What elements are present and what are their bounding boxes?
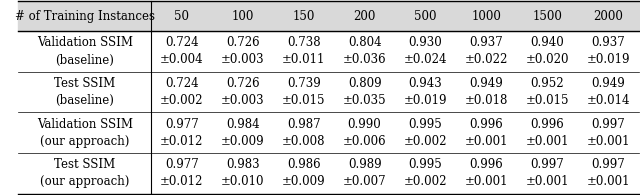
Text: 500: 500 [414, 10, 436, 23]
Bar [18, 1, 639, 31]
Text: 0.996
±0.001: 0.996 ±0.001 [465, 118, 508, 148]
Text: 150: 150 [292, 10, 315, 23]
Text: 0.940
±0.020: 0.940 ±0.020 [525, 36, 569, 66]
Text: Test SSIM
(our approach): Test SSIM (our approach) [40, 158, 129, 188]
Text: 0.726
±0.003: 0.726 ±0.003 [221, 36, 264, 66]
Text: 0.977
±0.012: 0.977 ±0.012 [160, 118, 204, 148]
Text: 0.949
±0.014: 0.949 ±0.014 [586, 77, 630, 107]
Text: 0.996
±0.001: 0.996 ±0.001 [525, 118, 569, 148]
Text: 0.990
±0.006: 0.990 ±0.006 [343, 118, 387, 148]
Text: Validation SSIM
(our approach): Validation SSIM (our approach) [36, 118, 132, 148]
Text: 0.804
±0.036: 0.804 ±0.036 [343, 36, 387, 66]
Text: 2000: 2000 [593, 10, 623, 23]
Text: 0.997
±0.001: 0.997 ±0.001 [525, 158, 569, 188]
Text: 0.937
±0.019: 0.937 ±0.019 [586, 36, 630, 66]
Text: # of Training Instances: # of Training Instances [15, 10, 155, 23]
Text: 50: 50 [175, 10, 189, 23]
Text: 1000: 1000 [472, 10, 501, 23]
Text: 0.984
±0.009: 0.984 ±0.009 [221, 118, 264, 148]
Text: 0.726
±0.003: 0.726 ±0.003 [221, 77, 264, 107]
Text: 0.996
±0.001: 0.996 ±0.001 [465, 158, 508, 188]
Text: 0.738
±0.011: 0.738 ±0.011 [282, 36, 325, 66]
Text: 0.987
±0.008: 0.987 ±0.008 [282, 118, 326, 148]
Text: 0.995
±0.002: 0.995 ±0.002 [404, 158, 447, 188]
Text: Validation SSIM
(baseline): Validation SSIM (baseline) [36, 36, 132, 66]
Text: 0.952
±0.015: 0.952 ±0.015 [525, 77, 569, 107]
Text: 0.983
±0.010: 0.983 ±0.010 [221, 158, 264, 188]
Text: 0.943
±0.019: 0.943 ±0.019 [404, 77, 447, 107]
Text: 0.739
±0.015: 0.739 ±0.015 [282, 77, 326, 107]
Text: Test SSIM
(baseline): Test SSIM (baseline) [54, 77, 115, 107]
Text: 0.997
±0.001: 0.997 ±0.001 [586, 158, 630, 188]
Text: 0.937
±0.022: 0.937 ±0.022 [465, 36, 508, 66]
Text: 0.930
±0.024: 0.930 ±0.024 [404, 36, 447, 66]
Text: 0.724
±0.004: 0.724 ±0.004 [160, 36, 204, 66]
Text: 200: 200 [353, 10, 376, 23]
Text: 1500: 1500 [532, 10, 562, 23]
Text: 0.995
±0.002: 0.995 ±0.002 [404, 118, 447, 148]
Text: 0.986
±0.009: 0.986 ±0.009 [282, 158, 326, 188]
Text: 0.977
±0.012: 0.977 ±0.012 [160, 158, 204, 188]
Text: 0.989
±0.007: 0.989 ±0.007 [343, 158, 387, 188]
Text: 0.809
±0.035: 0.809 ±0.035 [343, 77, 387, 107]
Text: 0.724
±0.002: 0.724 ±0.002 [160, 77, 204, 107]
Text: 100: 100 [232, 10, 254, 23]
Text: 0.997
±0.001: 0.997 ±0.001 [586, 118, 630, 148]
Text: 0.949
±0.018: 0.949 ±0.018 [465, 77, 508, 107]
